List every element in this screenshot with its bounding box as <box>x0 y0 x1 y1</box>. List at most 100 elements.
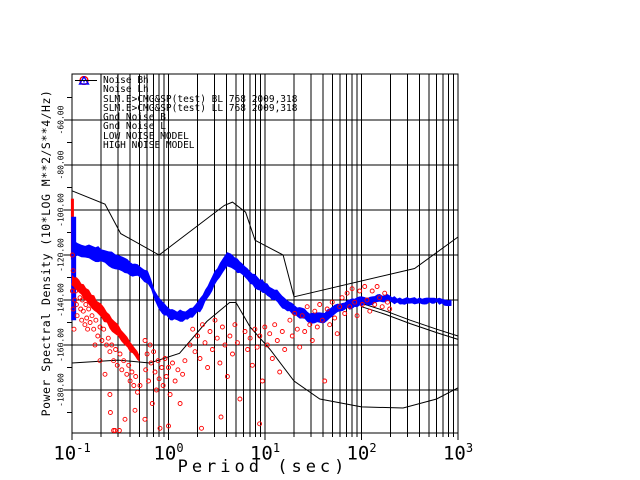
data-point-circle <box>102 371 108 377</box>
data-point-circle <box>163 374 169 379</box>
data-point-circle <box>322 378 328 384</box>
data-point-circle <box>289 333 295 339</box>
data-point-circle <box>133 374 139 379</box>
data-point-circle <box>82 322 88 328</box>
data-point-circle <box>70 268 76 274</box>
data-point-circle <box>159 365 165 370</box>
data-point-circle <box>107 410 113 415</box>
data-point-circle <box>329 299 335 305</box>
data-point-circle <box>83 302 89 307</box>
data-point-circle <box>197 356 203 361</box>
data-point-circle <box>97 358 103 364</box>
data-point-circle <box>324 306 330 312</box>
data-point-circle <box>78 306 84 312</box>
data-point-circle <box>209 347 215 352</box>
data-point-circle <box>114 362 120 368</box>
y-tick-label: -160.00 <box>56 328 66 362</box>
data-point-circle <box>122 416 128 422</box>
data-point-circle <box>364 297 370 303</box>
y-tick-label: -140.00 <box>56 283 66 317</box>
y-axis-title: Power Spectral Density (10*LOG M**2/S**4… <box>39 89 53 417</box>
data-point-circle <box>222 342 228 348</box>
series-line-slm-e-cmg-sp-test-bl-768-2009-318 <box>361 302 459 337</box>
data-point-circle <box>127 378 133 384</box>
data-point-circle <box>257 333 263 339</box>
x-tick-label: 102 <box>346 441 377 465</box>
data-point-circle <box>101 326 107 332</box>
data-point-circle <box>182 358 188 364</box>
data-point-circle <box>89 313 95 319</box>
data-point-circle <box>105 335 111 341</box>
data-point-circle <box>282 347 288 352</box>
data-point-circle <box>217 360 223 366</box>
data-point-circle <box>166 423 171 429</box>
data-point-circle <box>212 317 218 323</box>
data-point-circle <box>377 295 383 301</box>
data-point-circle <box>264 342 270 348</box>
y-tick-label: -60.00 <box>56 105 66 135</box>
data-point-circle <box>387 306 393 312</box>
data-point-circle <box>374 284 380 289</box>
x-tick-label: 103 <box>442 441 474 465</box>
data-point-circle <box>218 414 224 420</box>
data-point-circle <box>267 331 273 337</box>
data-point-circle <box>352 299 358 305</box>
data-point-circle <box>91 326 97 332</box>
data-point-circle <box>166 365 171 370</box>
data-point-circle <box>77 295 83 301</box>
data-point-circle <box>74 313 80 319</box>
data-point-circle <box>214 335 220 341</box>
series-band-ff0000 <box>72 275 140 362</box>
data-point-circle <box>132 407 138 413</box>
legend-label: Gnd Noise L <box>103 121 166 133</box>
legend-label: HIGH NOISE MODEL <box>103 140 195 152</box>
legend-label: LOW NOISE MODEL <box>103 130 189 142</box>
data-point-circle <box>73 288 79 294</box>
data-point-circle <box>354 313 360 319</box>
data-point-circle <box>99 338 105 343</box>
data-point-circle <box>369 288 375 294</box>
data-point-circle <box>279 329 285 334</box>
data-point-circle <box>155 358 161 364</box>
data-point-circle <box>144 351 150 357</box>
data-point-circle <box>137 383 143 388</box>
data-point-circle <box>195 333 200 339</box>
data-point-circle <box>107 349 113 355</box>
y-tick-label: -80.00 <box>56 150 66 180</box>
y-tick-label: -100.00 <box>56 193 66 227</box>
data-point-circle <box>227 333 233 339</box>
data-point-circle <box>349 286 355 292</box>
circle-marker-icon <box>74 76 100 94</box>
data-point-circle <box>124 371 130 377</box>
line-marker-icon <box>74 80 100 113</box>
data-point-circle <box>69 252 75 258</box>
data-point-circle <box>249 362 255 368</box>
data-point-circle <box>200 322 205 328</box>
data-point-circle <box>160 383 166 388</box>
y-tick-label: -180.00 <box>56 373 66 407</box>
data-point-circle <box>71 281 77 287</box>
data-point-circle <box>385 299 390 305</box>
data-point-circle <box>86 306 92 312</box>
data-point-circle <box>147 342 153 348</box>
data-point-circle <box>113 347 119 352</box>
series-line-slm-e-cmg-sp-test-ll-768-2009-318 <box>361 306 459 340</box>
legend: Noise Bh Noise Lh SLM.E>CMG&SP(test) BL 76… <box>74 76 297 150</box>
legend-label: SLM.E>CMG&SP(test) LL 768 2009,318 <box>103 102 298 114</box>
data-point-circle <box>85 326 91 332</box>
data-point-circle <box>230 351 235 357</box>
data-point-circle <box>170 360 175 366</box>
series-line-high-noise-model <box>71 190 459 298</box>
data-point-circle <box>180 371 186 377</box>
data-point-circle <box>234 340 240 346</box>
data-point-circle <box>87 320 93 325</box>
data-point-circle <box>302 329 308 334</box>
data-point-circle <box>339 295 345 301</box>
data-point-circle <box>367 308 373 314</box>
data-point-circle <box>334 331 340 337</box>
data-point-circle <box>69 288 75 294</box>
data-point-circle <box>232 322 238 328</box>
data-point-circle <box>177 401 183 406</box>
line-marker-icon <box>74 80 100 104</box>
